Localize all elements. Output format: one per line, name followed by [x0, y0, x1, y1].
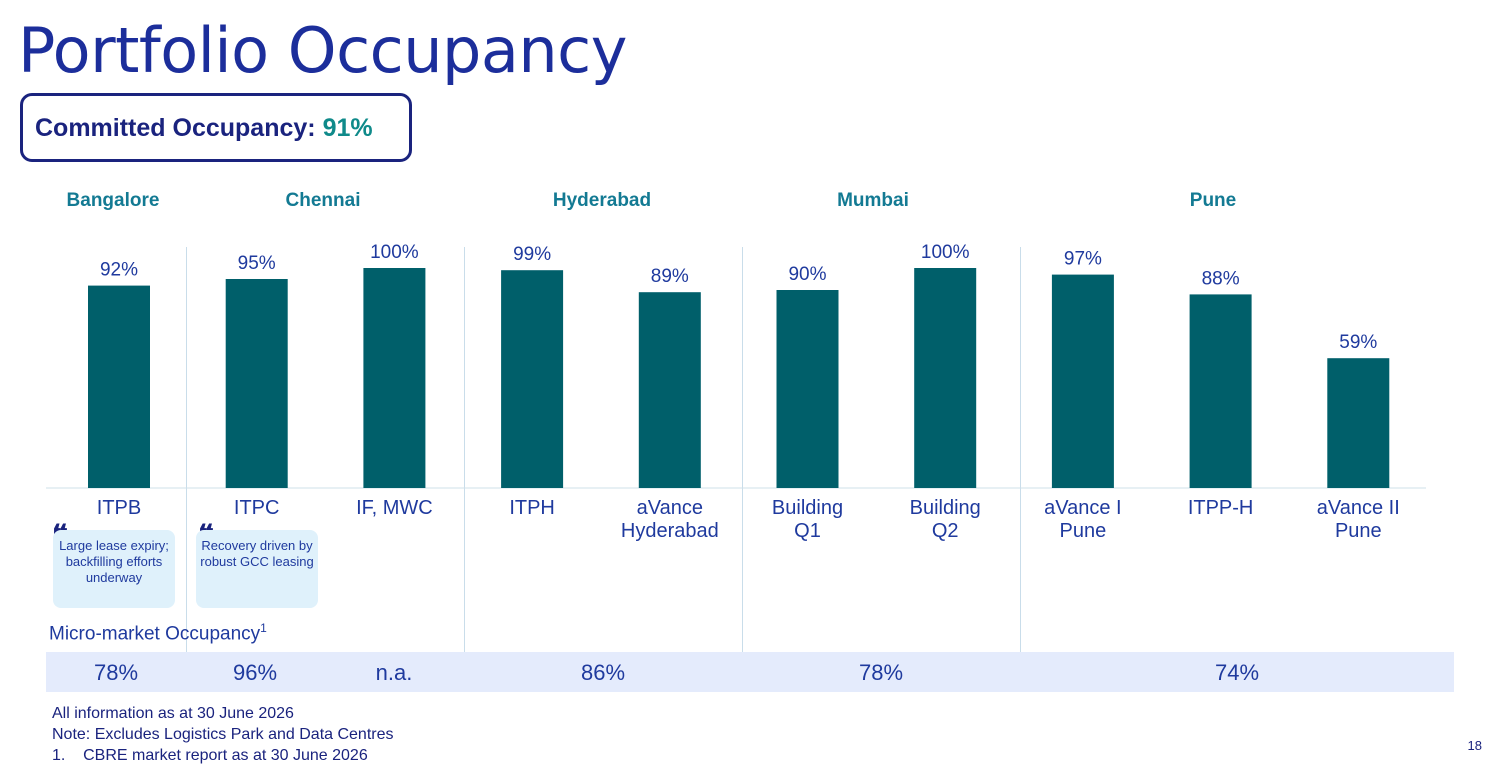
footnote-exclusion: Note: Excludes Logistics Park and Data C… — [52, 726, 394, 743]
category-label: ITPH — [509, 497, 555, 519]
bar-itph — [501, 270, 564, 488]
data-label: 99% — [513, 244, 551, 265]
micro-market-value-chennai-mwc: n.a. — [375, 660, 413, 685]
micro-market-value-pune: 74% — [1214, 660, 1260, 685]
bar-itpc — [225, 279, 288, 488]
category-label: aVance Hyderabad — [620, 497, 719, 542]
data-label: 95% — [238, 253, 276, 274]
footnote-source: 1. CBRE market report as at 30 June 2026 — [52, 747, 368, 764]
bar-building-q1 — [776, 290, 839, 488]
note-itpc: Recovery driven by robust GCC leasing — [196, 530, 318, 608]
category-label: IF, MWC — [356, 497, 433, 519]
city-label-chennai: Chennai — [285, 190, 361, 211]
data-label: 92% — [100, 260, 138, 281]
data-label: 100% — [370, 242, 419, 263]
micro-market-value-mumbai: 78% — [858, 660, 904, 685]
data-label: 89% — [651, 266, 689, 287]
footnote-ref: 1 — [260, 621, 267, 635]
category-label: Building Q1 — [771, 497, 844, 542]
category-label: aVance II Pune — [1316, 497, 1400, 542]
category-label: Building Q2 — [909, 497, 981, 542]
data-label: 100% — [921, 242, 970, 263]
divider-mumbai-pune — [1020, 247, 1021, 690]
micro-market-value-bangalore: 78% — [93, 660, 139, 685]
category-label: ITPB — [96, 497, 142, 519]
city-label-hyderabad: Hyderabad — [552, 190, 652, 211]
bar-if-mwc — [363, 268, 426, 488]
micro-market-value-hyderabad: 86% — [580, 660, 626, 685]
category-label: ITPP-H — [1187, 497, 1254, 519]
bar-avance-i-pune — [1051, 274, 1114, 488]
divider-bangalore-chennai — [186, 247, 187, 690]
data-label: 90% — [788, 264, 826, 285]
data-label: 88% — [1202, 268, 1240, 289]
committed-occupancy-value: 91% — [322, 114, 373, 142]
page-number: 18 — [1467, 738, 1482, 753]
bar-itpp-h — [1189, 294, 1252, 488]
micro-market-label: Micro-market Occupancy1 — [49, 621, 267, 645]
data-label: 97% — [1064, 249, 1102, 270]
occupancy-bar-chart: 92% 95% 100% 99% 89% 90% 100% 97% 88% 59% — [46, 242, 1426, 489]
note-itpb: Large lease expiry; backfilling efforts … — [53, 530, 175, 608]
committed-occupancy-label: Committed Occupancy: — [35, 114, 316, 142]
divider-chennai-hyderabad — [464, 247, 465, 690]
city-label-bangalore: Bangalore — [66, 190, 160, 211]
bar-avance-hyderabad — [638, 292, 701, 488]
city-label-pune: Pune — [1189, 190, 1237, 211]
city-label-mumbai: Mumbai — [837, 190, 909, 211]
micro-market-band — [46, 652, 1454, 692]
committed-occupancy-text: Committed Occupancy: 91% — [35, 114, 373, 143]
bar-avance-ii-pune — [1327, 358, 1390, 488]
category-label: ITPC — [233, 497, 280, 519]
divider-hyderabad-mumbai — [742, 247, 743, 690]
committed-occupancy-box: Committed Occupancy: 91% — [20, 93, 412, 162]
category-label: aVance I Pune — [1044, 497, 1122, 542]
micro-market-value-chennai-itpc: 96% — [232, 660, 278, 685]
data-label: 59% — [1339, 332, 1377, 353]
footnote-date: All information as at 30 June 2026 — [52, 705, 294, 722]
bar-building-q2 — [914, 268, 977, 488]
page-title: Portfolio Occupancy — [18, 14, 627, 87]
bar-itpb — [88, 285, 150, 488]
micro-market-label-text: Micro-market Occupancy — [49, 623, 261, 645]
